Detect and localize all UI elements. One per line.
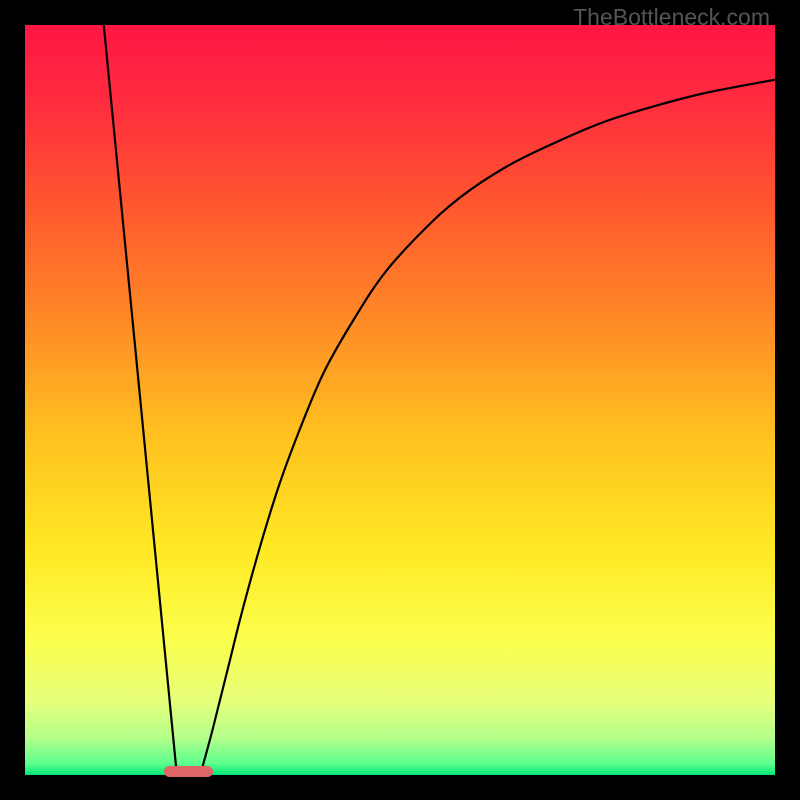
chart-outer: TheBottleneck.com — [0, 0, 800, 800]
optimum-marker — [164, 766, 213, 777]
bottleneck-curve — [25, 25, 775, 775]
watermark-text: TheBottleneck.com — [573, 4, 770, 31]
plot-area — [25, 25, 775, 775]
